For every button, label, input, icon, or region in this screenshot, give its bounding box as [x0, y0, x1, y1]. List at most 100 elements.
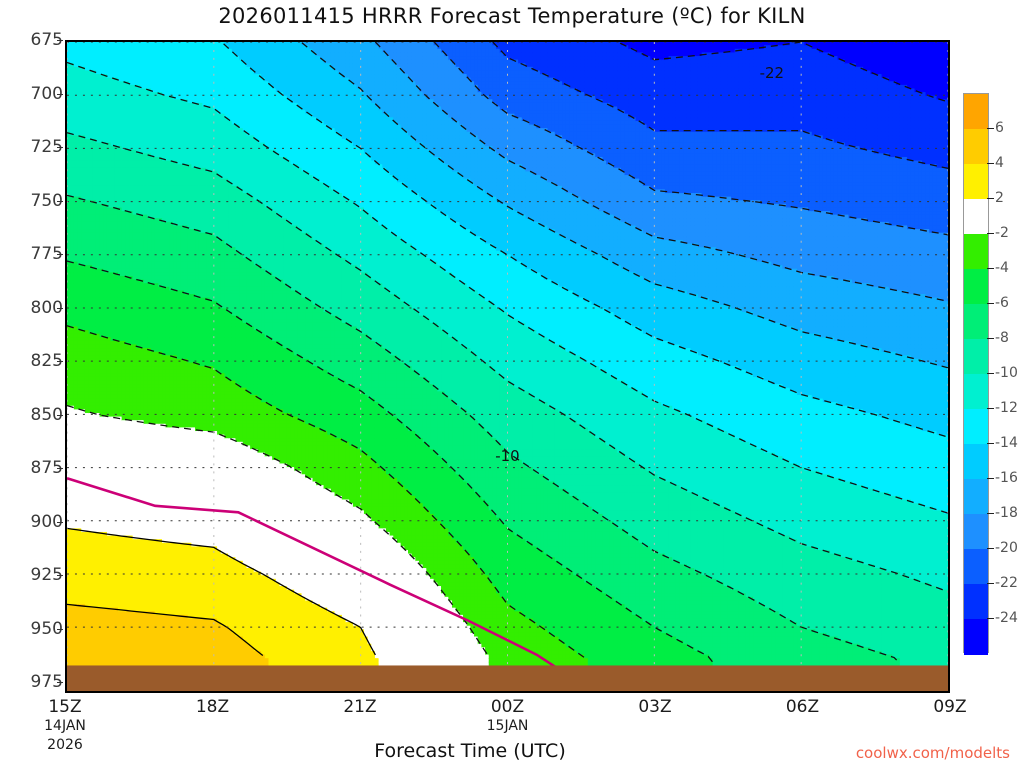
- contour-line: [67, 260, 714, 663]
- terrain-fill: [67, 665, 948, 691]
- contour-line: [433, 42, 948, 236]
- colorbar-tick: [987, 303, 994, 304]
- y-axis-label: 775: [7, 244, 63, 264]
- x-axis-date-label: 15JAN: [487, 718, 529, 734]
- colorbar-tick-label: -14: [995, 435, 1018, 451]
- y-axis-tick: [57, 468, 63, 470]
- x-axis-label: 15Z: [48, 697, 81, 717]
- x-axis-date-label: 14JAN: [44, 718, 86, 734]
- colorbar-tick: [987, 373, 994, 374]
- y-axis-label: 875: [7, 458, 63, 478]
- y-axis-tick: [57, 682, 63, 684]
- y-axis-label: 675: [7, 30, 63, 50]
- contour-line: [223, 43, 948, 438]
- contour-line: [67, 325, 587, 660]
- contour-line: [67, 527, 376, 656]
- y-axis-label: 825: [7, 351, 63, 371]
- colorbar-tick-label: 2: [995, 190, 1004, 206]
- contour-line: [67, 194, 900, 664]
- colorbar-tick-label: 6: [995, 120, 1004, 136]
- freezing-level-line: [67, 476, 577, 682]
- temperature-field: [67, 42, 948, 667]
- y-axis-label: 975: [7, 672, 63, 692]
- colorbar-tick-label: -20: [995, 540, 1018, 556]
- y-axis-label: 900: [7, 512, 63, 532]
- colorbar-tick: [987, 233, 994, 234]
- colorbar-tick: [987, 408, 994, 409]
- colorbar-segment: [964, 584, 988, 620]
- colorbar-tick: [987, 513, 994, 514]
- contour-line: [67, 404, 489, 656]
- colorbar-segment: [964, 444, 988, 480]
- colorbar-segment: [964, 374, 988, 410]
- colorbar-tick-label: -10: [995, 365, 1018, 381]
- x-axis: 15Z 14JAN 2026 18Z 21Z 00Z 15JAN 03Z 06Z 09Z: [44, 693, 967, 763]
- colorbar-tick-label: -22: [995, 575, 1018, 591]
- page-title: 2026011415 HRRR Forecast Temperature (ºC…: [0, 4, 1024, 28]
- colorbar-tick: [987, 478, 994, 479]
- colorbar-tick: [987, 443, 994, 444]
- colorbar-segment: [964, 409, 988, 445]
- colorbar-tick: [987, 338, 994, 339]
- colorbar-segment: [964, 339, 988, 375]
- colorbar: 6 4 2 -2 -4 -6 -8 -10 -12 -14 -16 -18 -20 -22 -24: [963, 93, 1024, 655]
- colorbar-tick: [987, 268, 994, 269]
- colorbar-tick-label: -18: [995, 505, 1018, 521]
- colorbar-segment: [964, 549, 988, 585]
- y-axis-label: 700: [7, 84, 63, 104]
- x-axis-title: Forecast Time (UTC): [290, 740, 650, 762]
- colorbar-segment: [964, 94, 988, 130]
- colorbar-tick-label: -24: [995, 610, 1018, 626]
- colorbar-tick-label: -6: [995, 295, 1009, 311]
- contour-line: [619, 42, 948, 103]
- y-axis-tick: [57, 254, 63, 256]
- colorbar-tick: [987, 618, 994, 619]
- x-axis-label: 21Z: [343, 697, 376, 717]
- y-axis-label: 725: [7, 137, 63, 157]
- y-axis-label: 850: [7, 405, 63, 425]
- contour-line: [492, 42, 948, 169]
- x-axis-label: 03Z: [638, 697, 671, 717]
- y-axis-tick: [57, 628, 63, 630]
- y-axis: 675 700 725 750 775 800 825 850 875 900 925 950 975: [0, 30, 63, 693]
- y-axis-label: 750: [7, 191, 63, 211]
- y-axis-tick: [57, 307, 63, 309]
- colorbar-tick: [987, 198, 994, 199]
- watermark: coolwx.com/modelts: [856, 744, 1010, 762]
- y-axis-tick: [57, 147, 63, 149]
- contour-line: [67, 603, 264, 657]
- colorbar-tick-label: -12: [995, 400, 1018, 416]
- colorbar-tick-label: -2: [995, 225, 1009, 241]
- colorbar-tick-label: -16: [995, 470, 1018, 486]
- colorbar-segment: [964, 129, 988, 165]
- y-axis-label: 950: [7, 619, 63, 639]
- x-axis-year-label: 2026: [47, 737, 83, 753]
- colorbar-tick: [987, 163, 994, 164]
- y-axis-tick: [57, 93, 63, 95]
- colorbar-tick: [987, 548, 994, 549]
- x-axis-label: 00Z: [491, 697, 524, 717]
- colorbar-segment: [964, 514, 988, 550]
- colorbar-segment: [964, 619, 988, 655]
- x-axis-label: 18Z: [196, 697, 229, 717]
- colorbar-gradient: [963, 93, 989, 655]
- x-axis-label: 06Z: [786, 697, 819, 717]
- y-axis-tick: [57, 414, 63, 416]
- contour-value-label: -22: [760, 64, 784, 82]
- y-axis-tick: [57, 521, 63, 523]
- y-axis-tick: [57, 361, 63, 363]
- gridlines: [67, 42, 948, 691]
- colorbar-tick-label: 4: [995, 155, 1004, 171]
- x-axis-label: 09Z: [933, 697, 966, 717]
- colorbar-segment: [964, 199, 988, 235]
- y-axis-label: 925: [7, 565, 63, 585]
- colorbar-segment: [964, 234, 988, 270]
- colorbar-tick-label: -8: [995, 330, 1009, 346]
- contour-line: [301, 42, 948, 369]
- colorbar-tick-label: -4: [995, 260, 1009, 276]
- colorbar-tick: [987, 583, 994, 584]
- colorbar-segment: [964, 269, 988, 305]
- contour-line: [374, 42, 948, 302]
- colorbar-segment: [964, 164, 988, 200]
